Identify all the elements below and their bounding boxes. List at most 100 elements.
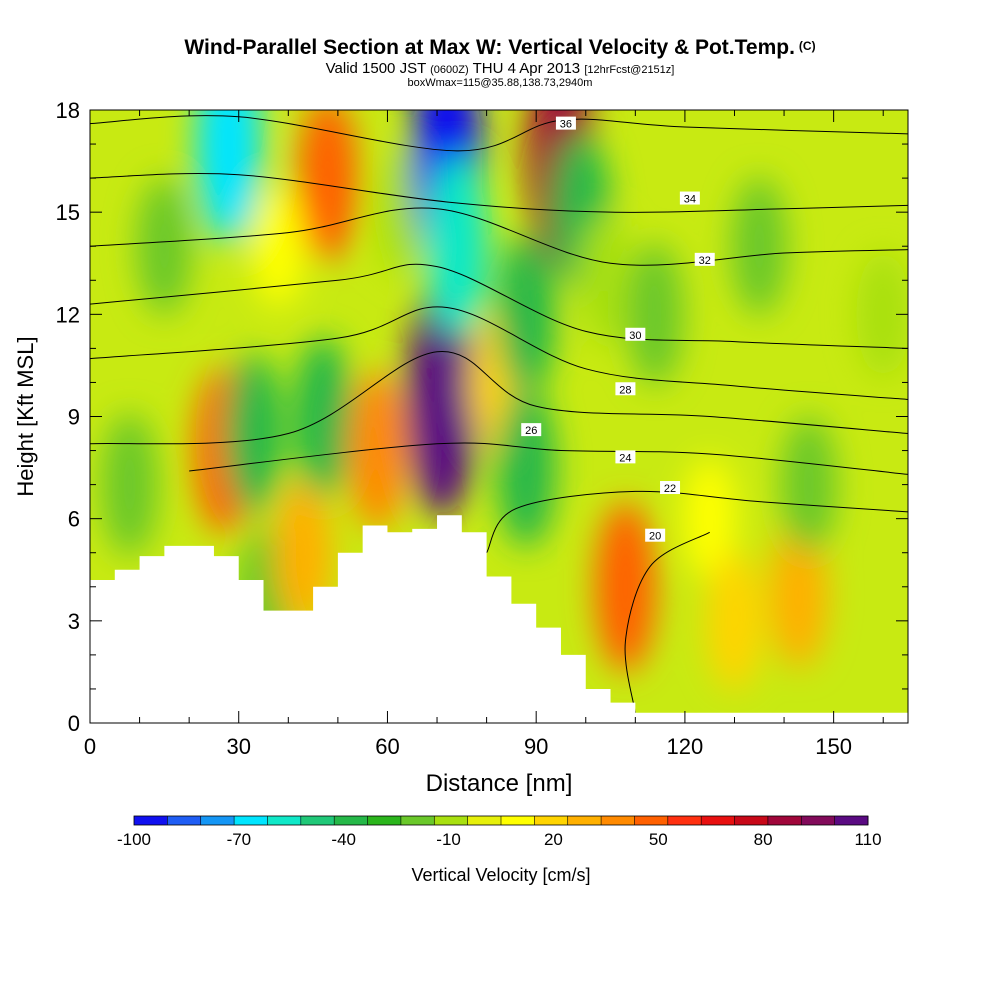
contour-label-box — [555, 116, 576, 130]
velocity-cell — [856, 250, 908, 378]
contour-label-box — [660, 481, 681, 495]
colorbar-swatch — [467, 816, 502, 825]
terrain-mask — [90, 515, 908, 723]
velocity-cell — [101, 412, 158, 557]
theta-contour-28 — [90, 306, 908, 400]
velocity-cell — [594, 501, 656, 673]
colorbar-swatch — [601, 816, 635, 825]
contour-label-box — [625, 327, 646, 341]
velocity-cell — [706, 551, 763, 690]
theta-contour-24 — [189, 442, 908, 475]
y-tick-label: 15 — [56, 200, 80, 225]
colorbar-swatch — [400, 816, 435, 825]
colorbar-swatch — [834, 816, 869, 825]
contour-label-box — [679, 191, 700, 205]
contour-label-box — [615, 450, 636, 464]
colorbar-swatch — [434, 816, 469, 825]
colorbar-tick-label: -70 — [227, 830, 252, 849]
theta-contour-36 — [90, 115, 908, 152]
velocity-cell — [293, 336, 353, 497]
subtitle-forecast: [12hrFcst@2151z] — [584, 64, 675, 76]
contour-label-box — [521, 423, 542, 437]
colorbar-swatch — [234, 816, 268, 825]
y-tick-label: 18 — [56, 98, 80, 123]
velocity-cell — [731, 177, 788, 316]
colorbar-swatch — [267, 816, 302, 825]
colorbar-label: Vertical Velocity [cm/s] — [411, 865, 590, 885]
y-axis-label: Height [Kft MSL] — [13, 336, 38, 496]
colorbar: -100 -70 -40 -10 20 50 80 110 Vertical Velocity … — [117, 815, 882, 885]
colorbar-swatch — [667, 816, 702, 825]
contour-label-box — [645, 528, 666, 542]
y-tick-label: 6 — [68, 507, 80, 532]
velocity-cell — [347, 370, 408, 531]
velocity-cell — [770, 519, 828, 668]
velocity-cell — [223, 353, 284, 514]
colorbar-tick-label: -100 — [117, 830, 151, 849]
subtitle-date: THU 4 Apr 2013 — [472, 60, 581, 77]
contour-label-22: 22 — [664, 483, 676, 495]
x-tick-label: 0 — [84, 734, 96, 759]
x-tick-label: 120 — [667, 734, 704, 759]
contour-label-34: 34 — [684, 194, 696, 206]
velocity-cell — [405, 281, 478, 518]
title-mark: (C) — [798, 39, 816, 53]
terrain — [90, 515, 908, 723]
colorbar-swatch — [367, 816, 402, 825]
contour-label-30: 30 — [629, 330, 641, 342]
velocity-cell — [626, 242, 684, 386]
colorbar-swatch — [200, 816, 235, 825]
colorbar-swatch — [567, 816, 602, 825]
velocity-cell — [578, 214, 633, 347]
y-tick-label: 3 — [68, 609, 80, 634]
contour-label-32: 32 — [699, 255, 711, 267]
x-axis-label: Distance [nm] — [426, 770, 573, 797]
colorbar-swatch — [634, 816, 669, 825]
theta-contours: 20 22 24 26 28 30 32 34 36 — [90, 115, 908, 713]
velocity-cell — [683, 457, 737, 580]
colorbar-tick-label: 110 — [854, 830, 881, 849]
velocity-cell — [136, 177, 193, 316]
contour-label-28: 28 — [619, 384, 631, 396]
colorbar-swatch — [701, 816, 736, 825]
contour-label-20: 20 — [649, 531, 661, 543]
colorbar-swatch — [801, 816, 836, 825]
velocity-cell — [251, 185, 305, 307]
colorbar-tick-label: 50 — [649, 830, 668, 849]
velocity-cell — [496, 387, 556, 548]
theta-contour-22 — [486, 490, 908, 554]
x-tick-label: 30 — [226, 734, 250, 759]
colorbar-tick-label: 80 — [754, 830, 773, 849]
colorbar-swatch — [334, 816, 369, 825]
colorbar-tick-label: -10 — [436, 830, 461, 849]
x-tick-label: 150 — [815, 734, 852, 759]
colorbar-swatch — [534, 816, 569, 825]
contour-label-24: 24 — [619, 452, 631, 464]
x-tick-label: 60 — [375, 734, 399, 759]
velocity-cell — [196, 110, 262, 243]
contour-label-box — [615, 382, 636, 396]
colorbar-swatch — [134, 816, 168, 825]
velocity-cell — [297, 110, 359, 261]
velocity-cell — [496, 234, 556, 395]
colorbar-tick-label: -40 — [331, 830, 356, 849]
velocity-cell — [781, 415, 837, 554]
y-tick-label: 0 — [68, 711, 80, 736]
y-tick-label: 9 — [68, 405, 80, 430]
contour-label-box — [694, 252, 715, 266]
y-tick-label: 12 — [56, 302, 80, 327]
contour-label-36: 36 — [560, 119, 572, 131]
colorbar-swatch — [501, 816, 535, 825]
colorbar-swatch — [300, 816, 335, 825]
theta-contour-30 — [90, 263, 908, 349]
colorbar-swatch — [734, 816, 769, 825]
colorbar-tick-label: 20 — [544, 830, 563, 849]
chart-subtitle: Valid 1500 JST (0600Z) THU 4 Apr 2013 [1… — [0, 60, 1000, 77]
chart-title: Wind-Parallel Section at Max W: Vertical… — [184, 36, 816, 59]
subtitle-utc: (0600Z) — [430, 64, 469, 76]
chart-info-line: boxWmax=115@35.88,138.73,2940m — [407, 77, 593, 89]
x-tick-label: 90 — [524, 734, 548, 759]
contour-label-26: 26 — [525, 425, 537, 437]
